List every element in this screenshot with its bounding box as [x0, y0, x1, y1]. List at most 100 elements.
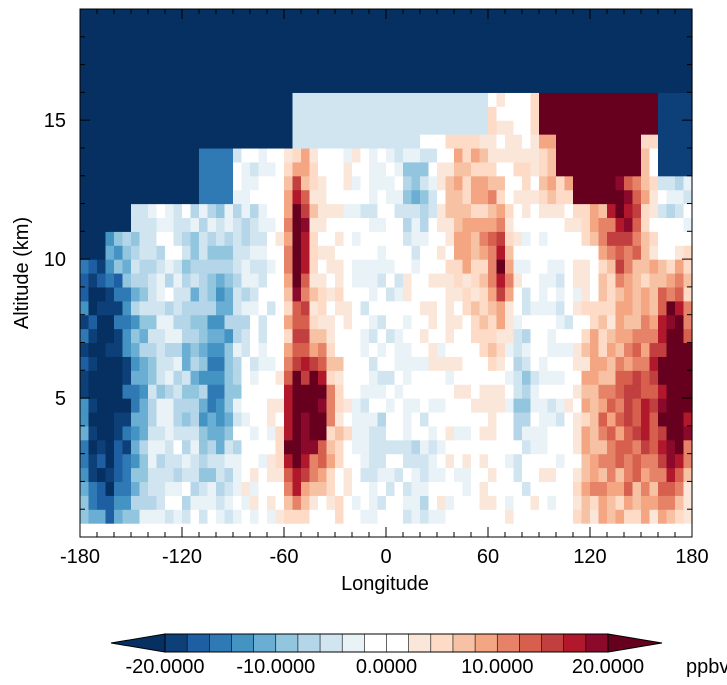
heatmap-cell: [454, 147, 464, 163]
heatmap-cell: [590, 286, 600, 302]
heatmap-cell: [292, 259, 302, 274]
heatmap-cell: [292, 509, 302, 524]
heatmap-cell: [156, 481, 166, 496]
heatmap-cell: [496, 9, 506, 24]
heatmap-cell: [275, 328, 285, 344]
heatmap-cell: [335, 50, 345, 66]
heatmap-cell: [148, 411, 158, 427]
heatmap-cell: [590, 411, 600, 427]
heatmap-cell: [598, 300, 608, 316]
heatmap-cell: [666, 356, 676, 371]
heatmap-cell: [420, 453, 430, 469]
heatmap-cell: [318, 439, 328, 455]
heatmap-cell: [428, 273, 438, 288]
heatmap-cell: [292, 384, 302, 399]
heatmap-cell: [139, 217, 149, 232]
heatmap-cell: [590, 300, 600, 316]
heatmap-cell: [326, 314, 336, 330]
heatmap-cell: [122, 509, 132, 524]
heatmap-cell: [241, 147, 251, 163]
heatmap-cell: [360, 50, 370, 66]
heatmap-cell: [275, 467, 285, 483]
heatmap-cell: [377, 189, 387, 205]
heatmap-cell: [479, 314, 489, 330]
heatmap-cell: [250, 50, 260, 66]
heatmap-cell: [250, 481, 260, 496]
heatmap-cell: [105, 481, 115, 496]
heatmap-cell: [105, 92, 115, 107]
heatmap-cell: [394, 411, 404, 427]
heatmap-cell: [182, 425, 192, 441]
heatmap-cell: [488, 300, 498, 316]
heatmap-cell: [165, 161, 175, 177]
heatmap-cell: [114, 64, 124, 80]
heatmap-cell: [301, 203, 311, 219]
heatmap-cell: [309, 509, 319, 524]
heatmap-cell: [479, 273, 489, 288]
heatmap-cell: [573, 147, 583, 163]
heatmap-cell: [216, 328, 226, 344]
heatmap-cell: [377, 300, 387, 316]
heatmap-cell: [301, 22, 311, 38]
heatmap-cell: [241, 384, 251, 399]
heatmap-cell: [462, 300, 472, 316]
heatmap-cell: [615, 203, 625, 219]
heatmap-cell: [369, 439, 379, 455]
heatmap-cell: [114, 300, 124, 316]
heatmap-cell: [641, 314, 651, 330]
heatmap-cell: [403, 273, 413, 288]
heatmap-cell: [105, 161, 115, 177]
heatmap-cell: [335, 203, 345, 219]
heatmap-cell: [539, 231, 549, 246]
heatmap-cell: [615, 161, 625, 177]
heatmap-cell: [522, 425, 532, 441]
heatmap-cell: [105, 120, 115, 135]
heatmap-cell: [394, 106, 404, 121]
heatmap-cell: [462, 106, 472, 121]
heatmap-cell: [437, 245, 447, 260]
heatmap-cell: [284, 161, 294, 177]
heatmap-cell: [649, 92, 659, 107]
heatmap-cell: [615, 481, 625, 496]
heatmap-cell: [241, 356, 251, 371]
heatmap-cell: [530, 370, 540, 385]
heatmap-cell: [556, 314, 566, 330]
heatmap-cell: [148, 161, 158, 177]
heatmap-cell: [411, 92, 421, 107]
heatmap-cell: [624, 384, 634, 399]
heatmap-cell: [505, 398, 515, 413]
heatmap-cell: [479, 161, 489, 177]
heatmap-cell: [301, 273, 311, 288]
heatmap-cell: [224, 106, 234, 121]
heatmap-cell: [505, 509, 515, 524]
heatmap-cell: [122, 189, 132, 205]
heatmap-cell: [564, 453, 574, 469]
heatmap-cell: [675, 370, 685, 385]
heatmap-cell: [675, 328, 685, 344]
heatmap-cell: [258, 453, 268, 469]
heatmap-cell: [224, 231, 234, 246]
colorbar-segment: [563, 634, 587, 652]
heatmap-cell: [658, 120, 668, 135]
heatmap-cell: [309, 147, 319, 163]
heatmap-cell: [632, 411, 642, 427]
heatmap-cell: [454, 314, 464, 330]
heatmap-cell: [556, 286, 566, 302]
heatmap-cell: [513, 342, 523, 357]
heatmap-cell: [318, 495, 328, 510]
heatmap-cell: [471, 467, 481, 483]
heatmap-cell: [199, 439, 209, 455]
heatmap-cell: [284, 147, 294, 163]
heatmap-cell: [675, 50, 685, 66]
heatmap-cell: [496, 120, 506, 135]
heatmap-cell: [581, 439, 591, 455]
heatmap-cell: [284, 439, 294, 455]
heatmap-cell: [615, 384, 625, 399]
heatmap-cell: [165, 384, 175, 399]
heatmap-cell: [462, 64, 472, 80]
heatmap-cell: [258, 328, 268, 344]
heatmap-cell: [284, 370, 294, 385]
heatmap-cell: [97, 495, 107, 510]
heatmap-cell: [403, 300, 413, 316]
heatmap-cell: [394, 328, 404, 344]
